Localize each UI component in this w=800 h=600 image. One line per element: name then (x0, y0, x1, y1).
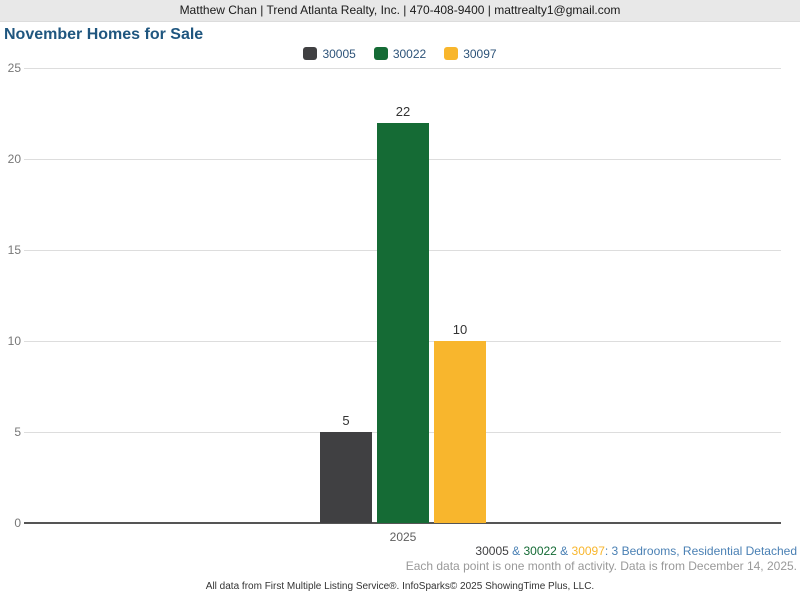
legend-swatch-icon (373, 47, 388, 60)
chart-legend: 30005 30022 30097 (0, 46, 800, 61)
legend-item-30005: 30005 (303, 46, 356, 61)
footer-data-note: Each data point is one month of activity… (405, 559, 797, 573)
bar-value-label: 22 (395, 104, 411, 119)
header-bar: Matthew Chan | Trend Atlanta Realty, Inc… (0, 0, 800, 22)
legend-item-30022: 30022 (373, 46, 427, 61)
y-tick-label: 10 (7, 334, 21, 348)
legend-swatch-icon (444, 47, 459, 60)
legend-label: 30097 (463, 46, 497, 61)
x-axis-label: 2025 (389, 530, 417, 544)
legend-item-30097: 30097 (444, 46, 497, 61)
footer-copyright: All data from First Multiple Listing Ser… (205, 581, 595, 592)
gridline (24, 68, 781, 69)
legend-label: 30005 (322, 46, 356, 61)
attribution-segment: 30022 (523, 544, 557, 558)
attribution-segment: : 3 Bedrooms, Residential Detached (604, 544, 797, 558)
chart-title: November Homes for Sale (4, 26, 204, 43)
y-tick-label: 5 (14, 425, 21, 439)
y-tick-label: 25 (7, 61, 21, 75)
bar-value-label: 10 (452, 322, 468, 337)
legend-swatch-icon (303, 47, 318, 60)
bar-30005 (320, 432, 372, 523)
attribution-segment: 30005 (475, 544, 509, 558)
y-tick-label: 0 (14, 516, 21, 530)
legend-label: 30022 (392, 46, 427, 61)
bar-30022 (377, 123, 429, 523)
contact-line: Matthew Chan | Trend Atlanta Realty, Inc… (179, 3, 621, 17)
attribution-segment: 30097 (571, 544, 605, 558)
bar-30097 (434, 341, 486, 523)
x-axis-line (24, 522, 781, 524)
y-tick-label: 15 (7, 243, 21, 257)
bar-value-label: 5 (342, 413, 350, 428)
attribution-segment: & (556, 544, 572, 558)
y-tick-label: 20 (7, 152, 21, 166)
attribution-segment: & (508, 544, 524, 558)
footer-attribution: 30005 & 30022 & 30097: 3 Bedrooms, Resid… (475, 544, 797, 558)
